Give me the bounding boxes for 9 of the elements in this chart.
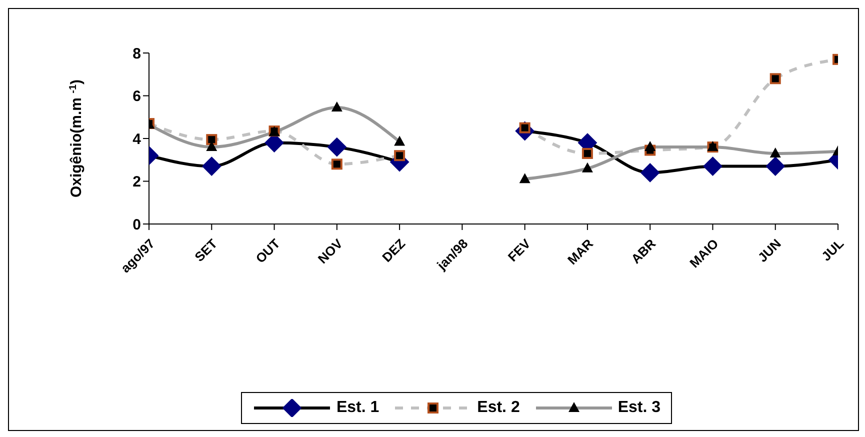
y-tick-label: 4: [132, 130, 142, 148]
y-tick-label: 8: [132, 45, 141, 62]
legend-label: Est. 3: [618, 399, 661, 417]
legend-label: Est. 2: [477, 399, 520, 417]
x-tick-label: JUL: [818, 236, 847, 264]
y-tick-label: 6: [132, 88, 141, 106]
y-tick-label: 0: [132, 216, 141, 234]
legend-label: Est. 1: [336, 399, 380, 417]
y-tick-label: 2: [132, 174, 141, 191]
